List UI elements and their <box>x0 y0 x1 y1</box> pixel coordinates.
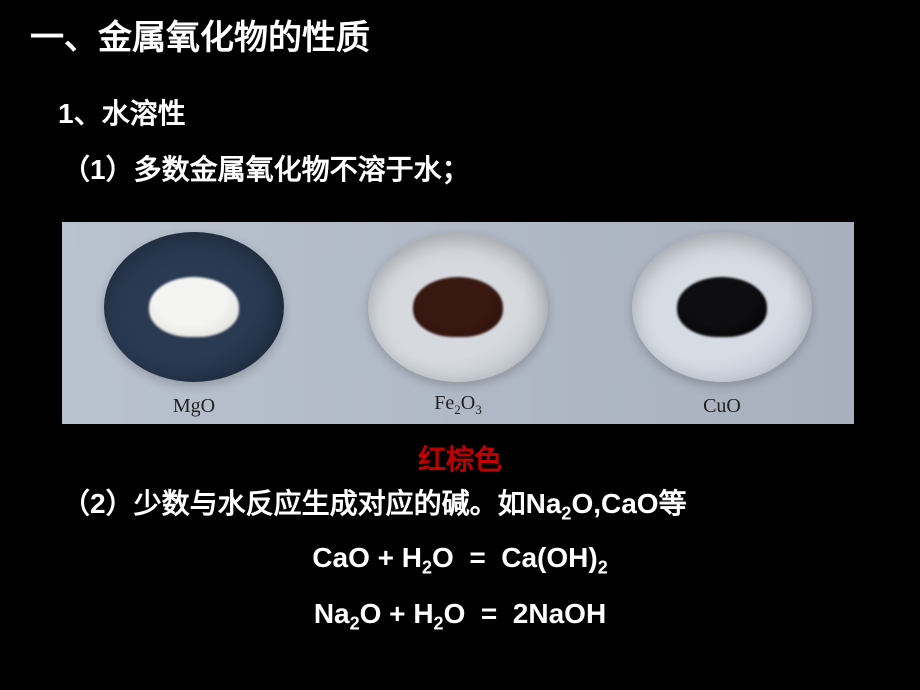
petri-dish <box>104 232 284 382</box>
point-1-number: 1 <box>90 154 106 185</box>
oxide-powder <box>413 277 503 337</box>
point-1-text: 多数金属氧化物不溶于水； <box>134 155 470 186</box>
slide: 一、金属氧化物的性质 1、水溶性 （1）多数金属氧化物不溶于水； MgOFe2O… <box>0 0 920 690</box>
formula-na2o: Na2O <box>526 488 594 519</box>
oxide-panel: Fe2O3 <box>326 222 590 424</box>
oxide-photo-strip: MgO Fe2O3 CuO <box>62 222 854 424</box>
point-2-number: 2 <box>90 488 106 519</box>
color-note-red-brown: 红棕色 <box>0 438 920 478</box>
petri-dish <box>632 232 812 382</box>
oxide-powder <box>149 277 239 337</box>
oxide-label: CuO <box>703 395 741 418</box>
equation-1: CaO + H2O = Ca(OH)2 <box>0 542 920 579</box>
oxide-panel: MgO <box>62 222 326 424</box>
paren-open-2: （ <box>62 488 90 519</box>
equation-2: Na2O + H2O = 2NaOH <box>0 598 920 635</box>
subheading-1-text: 、水溶性 <box>74 99 186 130</box>
oxide-powder <box>677 277 767 337</box>
comma: , <box>593 488 601 519</box>
subheading-1: 1、水溶性 <box>58 92 186 132</box>
point-2-text-b: 等 <box>659 489 687 520</box>
point-1: （1）多数金属氧化物不溶于水； <box>62 148 470 188</box>
point-2-text-a: 少数与水反应生成对应的碱。如 <box>134 489 526 520</box>
point-2: （2）少数与水反应生成对应的碱。如Na2O,CaO等 <box>62 482 687 525</box>
paren-open: （ <box>62 154 90 185</box>
oxide-label: MgO <box>173 395 215 418</box>
formula-cao: CaO <box>601 488 659 519</box>
petri-dish <box>368 232 548 382</box>
oxide-panel: CuO <box>590 222 854 424</box>
paren-close-2: ） <box>106 488 134 519</box>
oxide-label: Fe2O3 <box>434 392 481 418</box>
paren-close: ） <box>106 154 134 185</box>
section-title: 一、金属氧化物的性质 <box>30 10 370 59</box>
subheading-1-number: 1 <box>58 98 74 129</box>
